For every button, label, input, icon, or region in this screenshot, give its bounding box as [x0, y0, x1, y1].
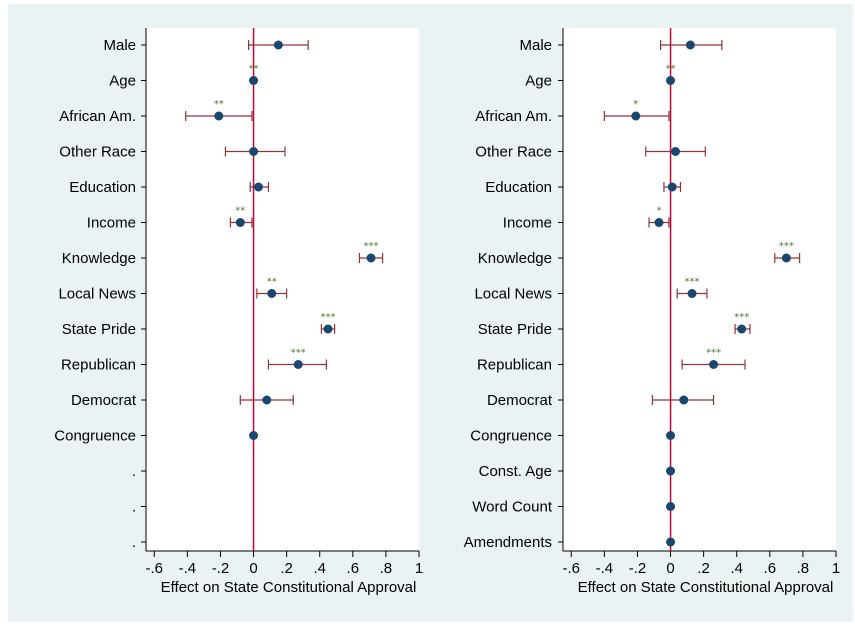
- x-tick-label: -.4: [179, 560, 197, 577]
- y-tick-label: Education: [485, 179, 552, 196]
- point-estimate: [631, 111, 641, 121]
- y-tick-label: Republican: [61, 357, 136, 374]
- y-tick-label: Knowledge: [478, 250, 552, 267]
- point-estimate: [249, 147, 259, 156]
- point-estimate: [737, 324, 747, 334]
- point-estimate: [366, 253, 376, 263]
- x-tick-label: 0: [249, 560, 257, 577]
- y-tick-label: .: [132, 463, 136, 480]
- significance-stars: **: [267, 277, 277, 288]
- x-tick-label: -.6: [563, 560, 581, 577]
- point-estimate: [679, 395, 689, 405]
- x-tick-label: .2: [280, 560, 293, 577]
- point-estimate: [293, 360, 303, 369]
- point-estimate: [666, 502, 676, 511]
- point-estimate: [273, 40, 283, 50]
- x-tick-label: -.4: [596, 560, 614, 577]
- point-estimate: [666, 431, 676, 440]
- significance-stars: *: [656, 206, 661, 217]
- point-estimate: [262, 395, 272, 405]
- point-estimate: [254, 182, 264, 192]
- significance-stars: **: [235, 206, 245, 217]
- plot-area: [563, 28, 836, 551]
- x-tick-label: -.6: [146, 560, 164, 577]
- plot-area: [146, 28, 419, 551]
- point-estimate: [685, 40, 695, 50]
- significance-stars: ***: [685, 277, 700, 288]
- x-tick-label: .6: [347, 560, 360, 577]
- significance-stars: **: [666, 64, 676, 75]
- y-tick-label: Amendments: [464, 534, 552, 551]
- significance-stars: ***: [706, 348, 721, 359]
- point-estimate: [667, 182, 677, 192]
- y-tick-label: Local News: [474, 286, 552, 303]
- x-axis-title: Effect on State Constitutional Approval: [161, 579, 417, 596]
- point-estimate: [671, 147, 681, 156]
- y-tick-label: Const. Age: [479, 463, 552, 480]
- y-tick-label: Income: [87, 215, 136, 232]
- y-tick-label: African Am.: [475, 108, 552, 125]
- x-axis-title: Effect on State Constitutional Approval: [578, 579, 834, 596]
- y-tick-label: Education: [69, 179, 136, 196]
- x-tick-label: .8: [380, 560, 393, 577]
- x-tick-label: .8: [797, 560, 810, 577]
- y-tick-label: .: [132, 534, 136, 551]
- significance-stars: ***: [291, 348, 306, 359]
- y-tick-label: Male: [519, 37, 552, 54]
- panel-right: -.6 -.4 -.2 0 .2 .4 .6 .8 1 Effect on State Const…: [464, 28, 840, 596]
- significance-stars: *: [633, 99, 638, 110]
- point-estimate: [249, 76, 259, 85]
- point-estimate: [666, 537, 676, 547]
- y-tick-label: Congruence: [54, 428, 136, 445]
- y-tick-label: Income: [503, 215, 552, 232]
- significance-stars: **: [249, 64, 259, 75]
- x-tick-label: -.2: [629, 560, 647, 577]
- panel-left: -.6 -.4 -.2 0 .2 .4 .6 .8 1 Effect on State Const…: [54, 28, 423, 596]
- point-estimate: [666, 76, 676, 85]
- x-tick-label: 1: [832, 560, 840, 577]
- x-tick-label: -.2: [212, 560, 230, 577]
- point-estimate: [687, 289, 697, 298]
- x-tick-label: 0: [666, 560, 674, 577]
- y-tick-label: Congruence: [470, 428, 552, 445]
- point-estimate: [654, 218, 664, 227]
- y-tick-label: Age: [525, 73, 552, 90]
- point-estimate: [214, 111, 224, 121]
- significance-stars: **: [214, 99, 224, 110]
- y-tick-label: African Am.: [59, 108, 136, 125]
- point-estimate: [781, 253, 791, 263]
- x-tick-label: .4: [313, 560, 326, 577]
- point-estimate: [249, 431, 259, 440]
- x-tick-label: .4: [730, 560, 743, 577]
- point-estimate: [235, 218, 245, 227]
- point-estimate: [666, 466, 676, 476]
- significance-stars: ***: [779, 241, 794, 252]
- x-tick-label: .2: [697, 560, 710, 577]
- significance-stars: ***: [321, 312, 336, 323]
- y-tick-label: State Pride: [478, 321, 552, 338]
- point-estimate: [267, 289, 277, 298]
- y-tick-label: .: [132, 499, 136, 516]
- y-tick-label: Republican: [477, 357, 552, 374]
- x-tick-label: 1: [415, 560, 423, 577]
- y-tick-label: Democrat: [71, 392, 137, 409]
- y-tick-label: Male: [103, 37, 136, 54]
- y-tick-label: Other Race: [475, 144, 552, 161]
- point-estimate: [709, 360, 719, 369]
- y-tick-label: Democrat: [487, 392, 553, 409]
- y-tick-label: Word Count: [472, 499, 553, 516]
- x-tick-label: .6: [764, 560, 777, 577]
- y-tick-label: Age: [109, 73, 136, 90]
- y-tick-label: Knowledge: [62, 250, 136, 267]
- y-tick-label: Local News: [58, 286, 136, 303]
- point-estimate: [323, 324, 333, 334]
- y-tick-label: Other Race: [59, 144, 136, 161]
- y-tick-label: State Pride: [62, 321, 136, 338]
- significance-stars: ***: [734, 312, 749, 323]
- significance-stars: ***: [364, 241, 379, 252]
